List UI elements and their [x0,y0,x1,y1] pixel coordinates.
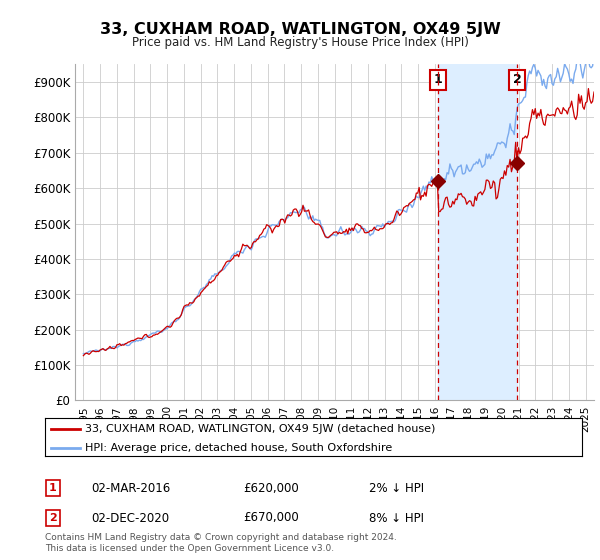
Text: £670,000: £670,000 [243,511,299,525]
Text: Price paid vs. HM Land Registry's House Price Index (HPI): Price paid vs. HM Land Registry's House … [131,36,469,49]
Text: HPI: Average price, detached house, South Oxfordshire: HPI: Average price, detached house, Sout… [85,443,392,453]
Text: 02-DEC-2020: 02-DEC-2020 [91,511,169,525]
Text: 2: 2 [49,513,56,523]
Bar [438,64,517,400]
Text: 2: 2 [513,73,521,86]
Text: Contains HM Land Registry data © Crown copyright and database right 2024.
This d: Contains HM Land Registry data © Crown c… [45,533,397,553]
Text: 33, CUXHAM ROAD, WATLINGTON, OX49 5JW (detached house): 33, CUXHAM ROAD, WATLINGTON, OX49 5JW (d… [85,424,436,434]
Text: 2% ↓ HPI: 2% ↓ HPI [369,482,424,495]
Text: 8% ↓ HPI: 8% ↓ HPI [369,511,424,525]
Text: 02-MAR-2016: 02-MAR-2016 [91,482,170,495]
Text: 33, CUXHAM ROAD, WATLINGTON, OX49 5JW: 33, CUXHAM ROAD, WATLINGTON, OX49 5JW [100,22,500,38]
Text: 1: 1 [49,483,56,493]
Text: 1: 1 [433,73,442,86]
Text: £620,000: £620,000 [243,482,299,495]
